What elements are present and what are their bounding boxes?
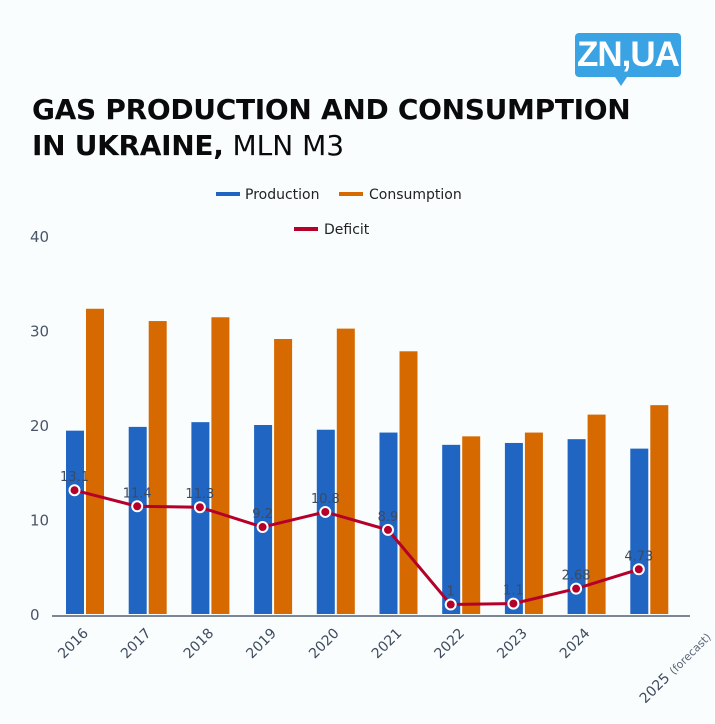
bar-consumption-2020 — [336, 328, 355, 614]
x-tick-label: 2022 — [432, 626, 469, 663]
bar-consumption-2021 — [399, 351, 418, 614]
deficit-data-label: 2.68 — [562, 569, 591, 584]
deficit-data-label: 11.3 — [185, 487, 214, 502]
deficit-point-2016 — [68, 484, 81, 497]
bar-production-2021 — [379, 432, 398, 614]
x-tick-label: 2019 — [243, 626, 280, 663]
bar-consumption-2019 — [274, 339, 293, 614]
deficit-point-2022 — [444, 598, 457, 611]
bar-consumption-2017 — [148, 321, 167, 614]
bar-consumption-2024 — [587, 414, 606, 614]
deficit-data-label: 11.4 — [123, 486, 152, 501]
x-tick-label: 2023 — [494, 626, 531, 663]
deficit-point-2018 — [193, 501, 206, 514]
x-tick-note: (forecast) — [667, 631, 714, 678]
x-tick-label: 2018 — [181, 626, 218, 663]
x-tick-label: 2016 — [55, 625, 92, 662]
legend-label-deficit: Deficit — [324, 222, 370, 238]
x-tick-2024: 2024 — [557, 625, 594, 662]
deficit-point-2021 — [382, 523, 394, 536]
bar-consumption-2023 — [524, 432, 543, 614]
x-tick-2020: 2020 — [306, 626, 343, 663]
x-tick-2016: 2016 — [55, 625, 92, 662]
deficit-point-2023 — [507, 597, 520, 610]
y-tick-label: 30 — [30, 323, 49, 341]
deficit-data-label: 4.73 — [624, 549, 653, 564]
bar-production-2025 — [630, 448, 649, 614]
deficit-point-2025 — [632, 563, 645, 576]
x-tick-label: 2021 — [369, 626, 406, 663]
deficit-line — [74, 488, 640, 607]
bar-production-2023 — [504, 442, 523, 614]
y-tick-label: 20 — [30, 417, 49, 435]
bar-production-2022 — [442, 444, 461, 614]
deficit-data-label: 13.1 — [60, 470, 89, 485]
zn-ua-logo: ZN,UA — [575, 33, 681, 86]
title-unit: MLN M3 — [232, 129, 345, 162]
bar-consumption-2025 — [650, 405, 669, 614]
deficit-point-2020 — [319, 505, 332, 518]
y-tick-label: 10 — [30, 512, 49, 530]
x-tick-2017: 2017 — [118, 626, 155, 663]
deficit-point-2024 — [570, 582, 583, 595]
bar-production-2020 — [316, 429, 335, 614]
bar-production-2018 — [191, 422, 210, 614]
x-tick-2019: 2019 — [243, 626, 280, 663]
bar-consumption-2022 — [462, 436, 481, 614]
x-tick-2018: 2018 — [181, 626, 218, 663]
deficit-data-label: 1.1 — [503, 584, 524, 599]
x-tick-label: 2024 — [557, 625, 594, 662]
deficit-point-2019 — [256, 521, 269, 534]
title-line-1: GAS PRODUCTION AND CONSUMPTION — [32, 93, 631, 126]
y-tick-label: 40 — [30, 228, 49, 246]
deficit-line-series: 13.1 11.4 11.3 9.2 10.8 8.9 1 1.1 2.68 4.73 — [60, 470, 653, 611]
legend-label-production: Production — [245, 187, 319, 203]
deficit-data-label: 1 — [447, 585, 455, 600]
deficit-point-2017 — [131, 500, 144, 513]
y-tick-label: 0 — [30, 606, 40, 624]
x-tick-2021: 2021 — [369, 626, 406, 663]
bar-consumption-2018 — [211, 317, 230, 614]
y-axis: 0 10 20 30 40 — [30, 228, 49, 624]
x-tick-2022: 2022 — [432, 626, 469, 663]
legend-label-consumption: Consumption — [369, 187, 462, 203]
legend: Production Consumption Deficit — [216, 187, 462, 238]
title-line-2: IN UKRAINE, — [32, 129, 224, 162]
bar-production-2019 — [254, 425, 273, 614]
chart-title: GAS PRODUCTION AND CONSUMPTION IN UKRAIN… — [32, 92, 672, 164]
bar-production-2016 — [66, 430, 84, 614]
x-axis: 2016 2017 2018 2019 2020 2021 2022 2023 2024 2025… — [55, 625, 715, 707]
x-tick-2023: 2023 — [494, 626, 531, 663]
deficit-data-label: 10.8 — [311, 492, 340, 507]
x-tick-2025: 2025(forecast) — [637, 629, 715, 707]
bar-production-2017 — [128, 426, 147, 614]
x-tick-label: 2020 — [306, 626, 343, 663]
bar-production-2024 — [567, 439, 586, 614]
bar-consumption-2016 — [86, 308, 104, 614]
x-tick-label: 2025(forecast) — [637, 629, 715, 707]
x-tick-label: 2017 — [118, 626, 155, 663]
x-tick-year: 2025 — [637, 670, 674, 707]
deficit-data-label: 8.9 — [378, 510, 399, 525]
deficit-data-label: 9.2 — [252, 507, 273, 522]
